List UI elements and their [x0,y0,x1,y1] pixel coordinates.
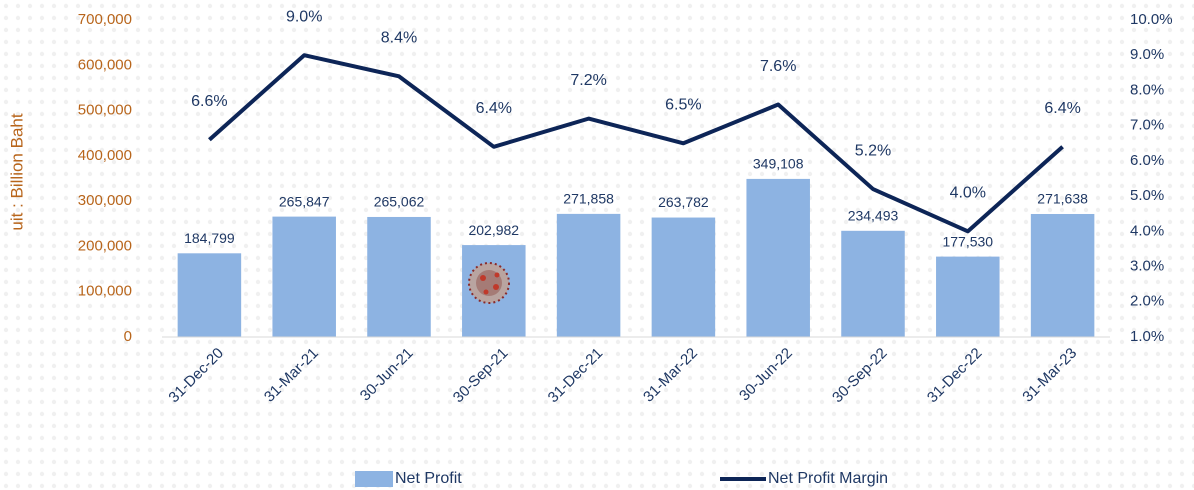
legend-label: Net Profit [395,470,462,487]
value-label: 349,108 [753,156,804,172]
value-label: 6.5% [665,96,701,113]
bar [841,230,905,337]
bar [746,178,810,337]
y-tick-label: 700,000 [78,11,132,28]
y2-tick-label: 10.0% [1130,11,1173,28]
value-label: 271,638 [1037,191,1088,207]
bar [272,216,336,337]
y2-tick-label: 4.0% [1130,222,1164,239]
y-tick-label: 0 [124,328,132,345]
value-label: 177,530 [942,233,993,249]
value-label: 6.6% [191,93,227,110]
y-axis-title: uit : Billion Baht [7,113,26,230]
value-label: 202,982 [468,222,519,238]
value-label: 4.0% [950,185,986,202]
value-label: 265,847 [279,193,330,209]
y-tick-label: 400,000 [78,147,132,164]
bar [936,256,1000,337]
virus-icon [468,262,510,304]
line [208,53,1064,234]
y-tick-label: 100,000 [78,283,132,300]
legend-swatch [355,471,393,487]
value-label: 184,799 [184,230,235,246]
y-tick-label: 200,000 [78,237,132,254]
bar [556,213,621,337]
y2-tick-label: 1.0% [1130,328,1164,345]
value-label: 7.2% [570,72,606,89]
y-tick-label: 600,000 [78,56,132,73]
bar [367,216,431,337]
value-label: 265,062 [374,194,425,210]
y2-tick-label: 6.0% [1130,152,1164,169]
y2-tick-label: 2.0% [1130,293,1164,310]
bar [1030,213,1095,337]
value-label: 6.4% [476,100,512,117]
value-label: 5.2% [855,142,891,159]
y2-tick-label: 8.0% [1130,81,1164,98]
value-label: 9.0% [286,8,322,25]
value-label: 8.4% [381,30,417,47]
legend-label: Net Profit Margin [768,470,888,487]
value-label: 234,493 [848,208,899,224]
y2-tick-label: 9.0% [1130,46,1164,63]
y2-tick-label: 5.0% [1130,187,1164,204]
y-tick-label: 500,000 [78,102,132,119]
value-label: 6.4% [1044,100,1080,117]
y-tick-label: 300,000 [78,192,132,209]
bar [651,217,716,337]
value-label: 7.6% [760,58,796,75]
value-label: 263,782 [658,194,709,210]
y2-tick-label: 3.0% [1130,258,1164,275]
y2-tick-label: 7.0% [1130,117,1164,134]
value-label: 271,858 [563,191,614,207]
bar [177,253,242,337]
